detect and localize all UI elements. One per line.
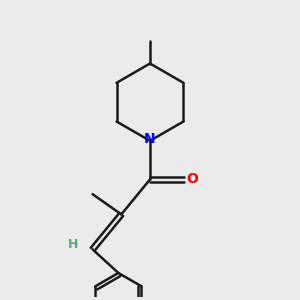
Text: H: H: [68, 238, 79, 251]
Text: N: N: [144, 132, 156, 146]
Text: O: O: [186, 172, 198, 186]
